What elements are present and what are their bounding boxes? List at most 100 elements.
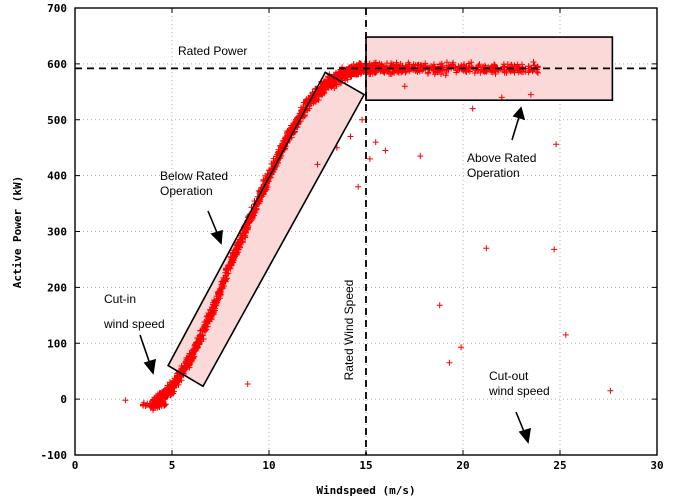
data-point-marker <box>339 64 346 71</box>
rated-wind-speed-label: Rated Wind Speed <box>342 280 356 381</box>
data-point-marker <box>397 61 404 67</box>
y-tick-label: 200 <box>47 281 67 294</box>
data-points <box>122 59 614 414</box>
data-point-marker <box>371 59 378 66</box>
data-point-marker <box>457 64 464 71</box>
data-point-marker <box>434 66 441 73</box>
data-point-marker <box>189 351 196 358</box>
data-point-marker <box>380 68 387 75</box>
cut-out-label-line2: wind speed <box>488 384 550 398</box>
data-point-marker <box>388 60 395 67</box>
arrow-icon <box>515 411 531 444</box>
data-point-marker <box>212 302 219 309</box>
data-point-marker <box>193 345 200 352</box>
data-point-marker <box>483 245 490 252</box>
above-rated-label-line1: Above Rated <box>467 151 536 165</box>
data-point-marker <box>234 243 241 250</box>
data-point-marker <box>233 250 240 257</box>
below-rated-outline <box>167 71 366 388</box>
y-tick-label: -100 <box>41 449 68 462</box>
data-point-marker <box>314 161 321 168</box>
data-point-marker <box>173 382 180 389</box>
data-point-marker <box>196 341 202 348</box>
x-tick-label: 0 <box>72 459 79 472</box>
data-point-marker <box>260 191 267 198</box>
data-point-marker <box>147 404 154 410</box>
data-point-marker <box>386 66 393 73</box>
data-point-marker <box>238 234 245 240</box>
data-point-marker <box>152 398 159 405</box>
data-point-marker <box>553 141 560 148</box>
y-axis-title: Active Power (kW) <box>11 176 24 289</box>
data-point-marker <box>414 61 421 68</box>
data-point-marker <box>163 388 170 394</box>
data-point-marker <box>244 221 251 228</box>
data-point-marker <box>530 59 537 65</box>
data-point-marker <box>522 68 529 75</box>
data-point-marker <box>178 365 185 372</box>
below-rated-label-line2: Operation <box>160 184 213 198</box>
x-tick-label: 15 <box>359 459 372 472</box>
data-point-marker <box>489 69 496 76</box>
axis-ticks: 0 5 10 15 20 25 30 -100 0 100 200 300 400 500 600 700 <box>41 2 664 472</box>
data-point-marker <box>219 282 226 289</box>
data-point-marker <box>188 355 195 361</box>
data-point-marker <box>280 140 287 147</box>
data-point-marker <box>525 69 532 76</box>
y-tick-label: 300 <box>47 226 67 239</box>
data-point-marker <box>452 64 459 70</box>
data-point-marker <box>443 59 450 66</box>
data-point-marker <box>161 401 168 408</box>
data-point-marker <box>222 278 229 285</box>
data-point-marker <box>359 116 366 123</box>
data-point-marker <box>369 63 376 70</box>
data-point-marker <box>382 147 389 154</box>
data-point-marker <box>324 77 331 83</box>
arrow-icon <box>511 106 526 141</box>
x-tick-label: 5 <box>169 459 176 472</box>
data-point-marker <box>295 113 302 120</box>
data-point-marker <box>431 71 438 78</box>
data-point-marker <box>439 62 446 69</box>
data-point-marker <box>316 90 323 96</box>
data-point-marker <box>475 62 482 69</box>
data-point-marker <box>327 80 334 86</box>
data-point-marker <box>184 356 191 363</box>
y-tick-label: 700 <box>47 2 67 15</box>
data-point-marker <box>194 340 201 347</box>
x-tick-label: 25 <box>553 459 566 472</box>
data-point-marker <box>228 257 235 264</box>
below-rated-label-line1: Below Rated <box>160 169 228 183</box>
cut-in-label-line1: Cut-in <box>104 292 136 306</box>
data-point-marker <box>331 85 338 92</box>
data-point-marker <box>185 362 192 369</box>
data-point-marker <box>354 71 361 78</box>
data-point-marker <box>168 381 174 388</box>
data-point-marker <box>205 317 212 324</box>
x-tick-label: 10 <box>262 459 275 472</box>
data-point-marker <box>401 83 408 90</box>
data-point-marker <box>477 69 484 76</box>
x-tick-label: 30 <box>650 459 663 472</box>
data-point-marker <box>436 302 443 309</box>
data-point-marker <box>242 229 249 236</box>
data-point-marker <box>198 336 205 343</box>
data-point-marker <box>527 91 534 98</box>
data-point-marker <box>216 288 223 295</box>
y-tick-label: 400 <box>47 170 67 183</box>
data-point-marker <box>562 331 569 338</box>
data-point-marker <box>251 208 258 215</box>
data-point-marker <box>156 404 163 410</box>
x-tick-label: 20 <box>456 459 469 472</box>
data-point-marker <box>465 64 472 71</box>
data-point-marker <box>500 61 507 68</box>
data-point-marker <box>380 63 387 70</box>
data-point-marker <box>437 61 443 68</box>
data-point-marker <box>321 82 328 89</box>
data-point-marker <box>429 65 436 72</box>
data-point-marker <box>226 262 233 269</box>
data-point-marker <box>288 122 295 129</box>
arrow-icon <box>139 334 156 375</box>
y-tick-label: 0 <box>60 393 67 406</box>
